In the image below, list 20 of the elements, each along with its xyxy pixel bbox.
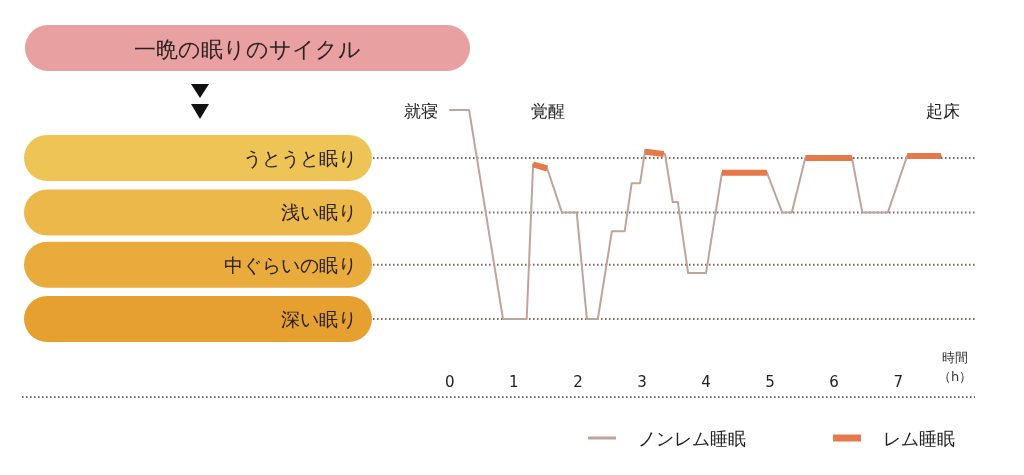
x-tick-label: 0: [445, 373, 455, 391]
ref-line-label: 深い眠り: [281, 308, 357, 330]
x-tick-label: 1: [509, 373, 519, 391]
ref-line-label: うとうと眠り: [243, 147, 357, 170]
annotation: 覚醒: [531, 101, 565, 121]
x-tick-label: 7: [893, 373, 903, 391]
annotation: 就寝: [403, 101, 438, 121]
x-axis-title: 時間（h）: [937, 350, 973, 384]
title: 一晩の眠りのサイクル: [25, 25, 470, 71]
x-tick-label: 6: [829, 373, 839, 391]
x-tick-label: 5: [765, 373, 775, 391]
ref-line-label: 中ぐらいの眠り: [224, 253, 357, 276]
ref-line-label: 浅い眠り: [281, 201, 357, 224]
x-tick-label: 4: [701, 373, 711, 391]
annotation: 起床: [926, 101, 960, 121]
legend-label: ノンレム睡眠: [638, 428, 746, 449]
legend-label: レム睡眠: [883, 428, 955, 449]
chart-title: 一晩の眠りのサイクル: [133, 37, 361, 62]
x-tick-label: 2: [573, 373, 583, 391]
x-tick-label: 3: [637, 373, 647, 391]
